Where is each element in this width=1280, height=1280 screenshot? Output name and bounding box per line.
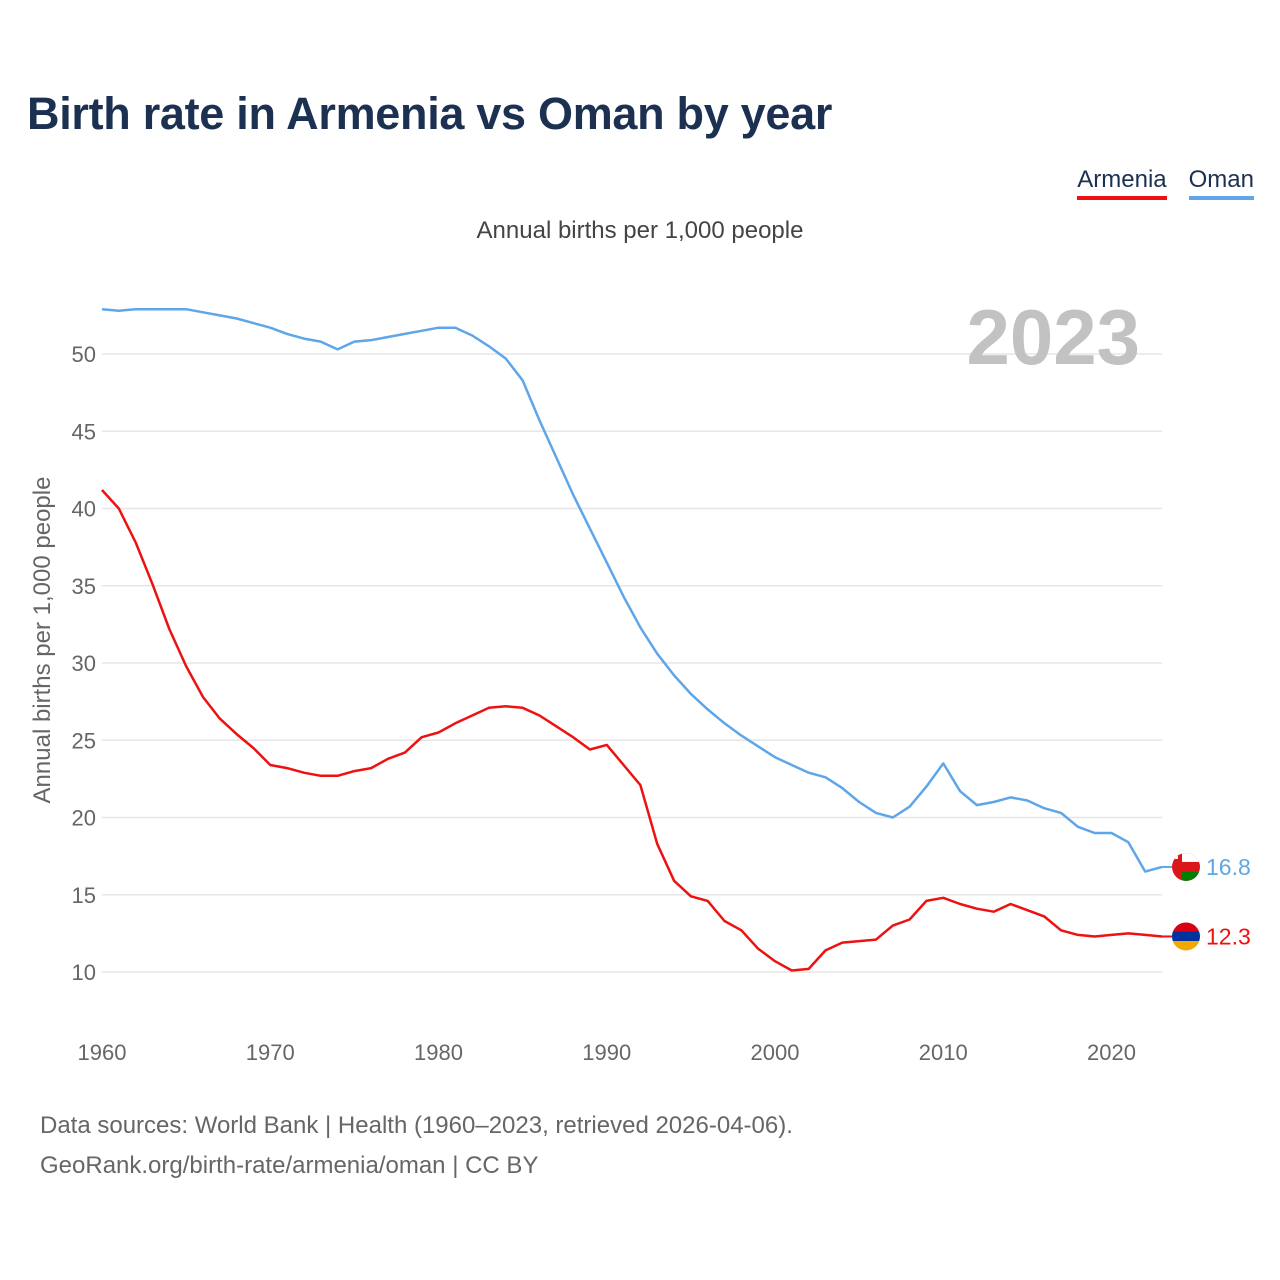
legend: Armenia Oman: [1077, 166, 1254, 200]
legend-item-armenia[interactable]: Armenia: [1077, 166, 1167, 200]
y-tick-label: 15: [72, 883, 96, 908]
x-tick-label: 1960: [78, 1040, 127, 1065]
current-year-label: 2023: [966, 293, 1140, 381]
y-tick-label: 25: [72, 728, 96, 753]
y-tick-label: 35: [72, 574, 96, 599]
end-value-label-armenia: 12.3: [1206, 923, 1251, 949]
x-tick-label: 1980: [414, 1040, 463, 1065]
series-line-armenia: [101, 489, 1163, 972]
y-tick-label: 40: [72, 497, 96, 522]
y-tick-label: 30: [72, 651, 96, 676]
end-value-label-oman: 16.8: [1206, 854, 1251, 880]
y-tick-label: 20: [72, 806, 96, 831]
x-tick-label: 2000: [751, 1040, 800, 1065]
chart-title: Birth rate in Armenia vs Oman by year: [27, 88, 833, 139]
armenia-flag-icon: [1172, 922, 1200, 951]
y-tick-label: 45: [72, 419, 96, 444]
legend-item-oman[interactable]: Oman: [1188, 166, 1254, 200]
x-tick-label: 1970: [246, 1040, 295, 1065]
oman-flag-icon: [1172, 852, 1200, 881]
data-source-text: Data sources: World Bank | Health (1960–…: [40, 1112, 793, 1139]
attribution-text: GeoRank.org/birth-rate/armenia/oman | CC…: [40, 1152, 539, 1179]
series-line-oman: [101, 307, 1163, 873]
x-tick-label: 2020: [1087, 1040, 1136, 1065]
chart-subtitle: Annual births per 1,000 people: [476, 217, 804, 244]
footer: Data sources: World Bank | Health (1960–…: [40, 1106, 793, 1186]
y-tick-label: 10: [72, 960, 96, 985]
y-tick-label: 50: [72, 342, 96, 367]
x-tick-label: 1990: [582, 1040, 631, 1065]
x-tick-label: 2010: [919, 1040, 968, 1065]
